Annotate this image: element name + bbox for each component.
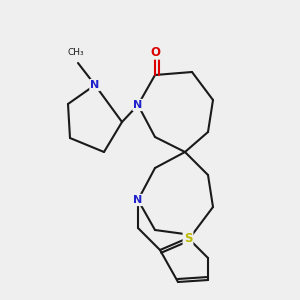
Text: N: N (134, 195, 142, 205)
Text: N: N (90, 80, 100, 90)
Text: O: O (150, 46, 160, 59)
Text: N: N (134, 100, 142, 110)
Text: CH₃: CH₃ (68, 48, 84, 57)
Text: S: S (184, 232, 192, 244)
